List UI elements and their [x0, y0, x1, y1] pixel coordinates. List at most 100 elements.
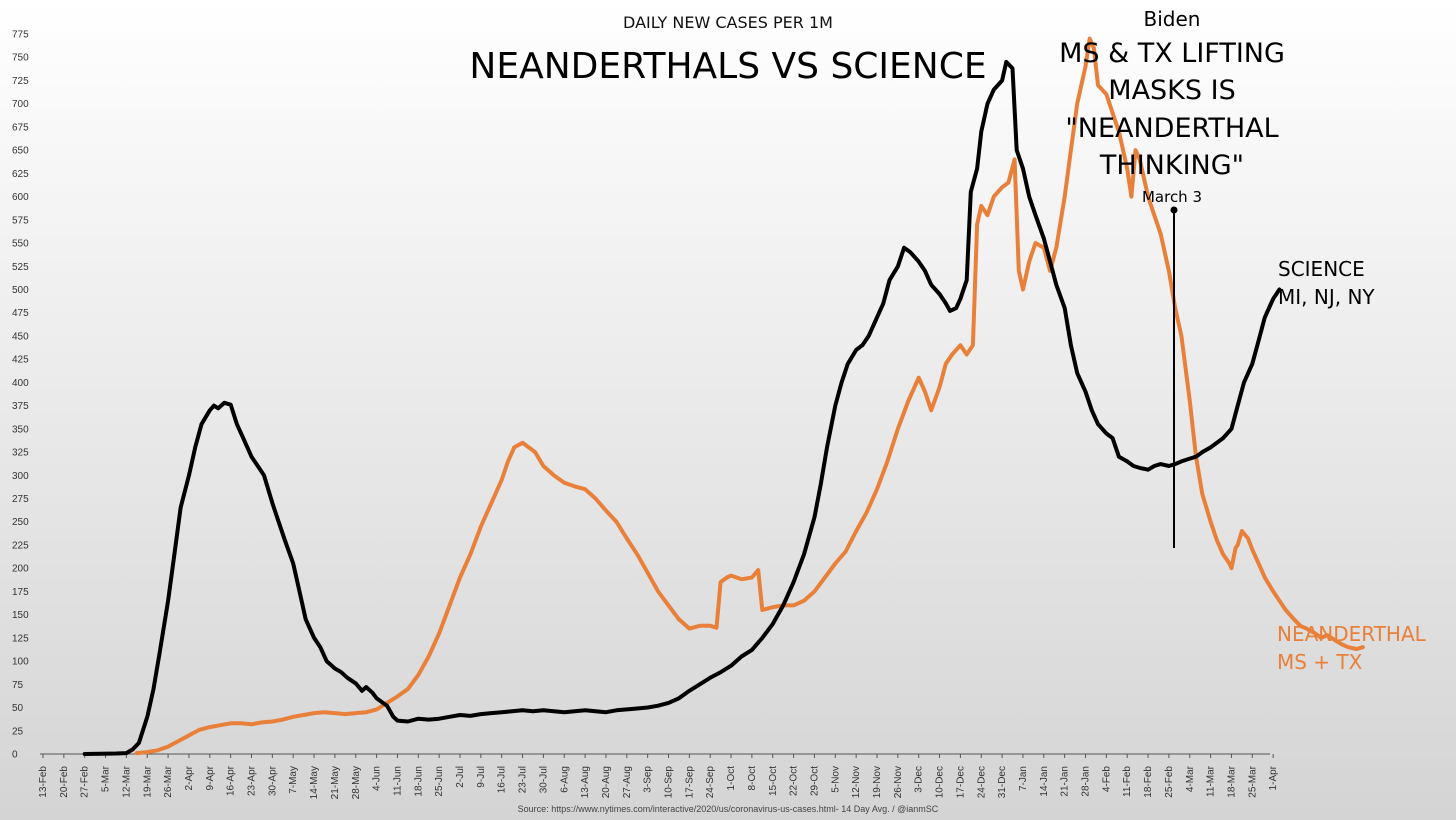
- x-tick-label: 24-Sep: [705, 766, 716, 799]
- x-tick-label: 13-Aug: [580, 766, 591, 798]
- biden-quote-line-4: THINKING": [1099, 150, 1244, 181]
- x-tick-label: 1-Oct: [726, 766, 737, 791]
- x-tick-label: 25-Feb: [1164, 766, 1175, 798]
- x-tick-label: 9-Jul: [476, 766, 487, 788]
- x-tick-label: 29-Oct: [809, 766, 820, 796]
- x-tick-label: 2-Jul: [455, 766, 466, 788]
- x-tick-label: 10-Sep: [664, 766, 675, 799]
- x-tick-label: 21-May: [330, 766, 341, 799]
- y-tick-label: 100: [12, 657, 29, 668]
- biden-label: Biden: [1144, 7, 1201, 31]
- x-tick-label: 26-Mar: [163, 765, 174, 797]
- y-tick-label: 225: [12, 540, 29, 551]
- x-tick-label: 22-Oct: [789, 766, 800, 796]
- biden-quote-line-2: MASKS IS: [1108, 75, 1235, 106]
- x-tick-label: 17-Dec: [955, 766, 966, 798]
- y-tick-label: 525: [12, 262, 29, 273]
- series-line-neanderthal: [134, 36, 1365, 756]
- x-tick-label: 14-May: [309, 766, 320, 799]
- x-tick-label: 18-Mar: [1226, 765, 1237, 797]
- y-tick-label: 575: [12, 215, 29, 226]
- y-tick-label: 300: [12, 471, 29, 482]
- x-tick-label: 25-Jun: [434, 766, 445, 797]
- x-tick-label: 4-Feb: [1101, 766, 1112, 793]
- y-tick-label: 125: [12, 633, 29, 644]
- x-axis-ticks: 13-Feb 20-Feb 27-Feb 5-Mar 12-Mar 19-Mar 26-Ma…: [38, 754, 1279, 799]
- y-tick-label: 200: [12, 564, 29, 575]
- x-tick-label: 27-Aug: [622, 766, 633, 798]
- series-line-science: [82, 59, 1282, 756]
- y-tick-label: 375: [12, 401, 29, 412]
- x-tick-label: 24-Dec: [976, 766, 987, 798]
- x-tick-label: 27-Feb: [80, 766, 91, 798]
- march3-marker-dot: [1170, 206, 1178, 214]
- y-tick-label: 25: [12, 726, 24, 737]
- x-tick-label: 26-Nov: [893, 766, 904, 798]
- x-tick-label: 15-Oct: [768, 766, 779, 796]
- x-tick-label: 11-Mar: [1206, 765, 1217, 797]
- x-tick-label: 6-Aug: [559, 766, 570, 793]
- march3-label: March 3: [1142, 188, 1202, 206]
- y-tick-label: 150: [12, 610, 29, 621]
- x-tick-label: 30-Apr: [267, 765, 278, 796]
- x-tick-label: 31-Dec: [997, 766, 1008, 798]
- x-tick-label: 12-Mar: [121, 765, 132, 797]
- x-tick-label: 17-Sep: [684, 766, 695, 799]
- x-tick-label: 19-Mar: [142, 765, 153, 797]
- y-tick-label: 275: [12, 494, 29, 505]
- y-tick-label: 600: [12, 192, 29, 203]
- y-tick-label: 500: [12, 285, 29, 296]
- neanderthal-label: NEANDERTHAL: [1277, 622, 1427, 646]
- x-tick-label: 19-Nov: [872, 766, 883, 798]
- x-tick-label: 30-Jul: [538, 766, 549, 793]
- y-tick-label: 350: [12, 424, 29, 435]
- x-tick-label: 5-Mar: [101, 765, 112, 792]
- x-tick-label: 1-Apr: [1268, 765, 1279, 790]
- x-tick-label: 11-Feb: [1122, 766, 1133, 797]
- y-tick-label: 650: [12, 146, 29, 157]
- y-tick-label: 750: [12, 53, 29, 64]
- y-tick-label: 675: [12, 122, 29, 133]
- x-tick-label: 20-Feb: [59, 766, 70, 798]
- x-tick-label: 12-Nov: [851, 766, 862, 798]
- y-tick-label: 775: [12, 30, 29, 41]
- x-tick-label: 28-May: [351, 766, 362, 799]
- x-tick-label: 14-Jan: [1039, 766, 1050, 797]
- y-tick-label: 700: [12, 99, 29, 110]
- x-tick-label: 16-Apr: [226, 765, 237, 796]
- series-layer: [82, 36, 1365, 756]
- chart-subtitle: DAILY NEW CASES PER 1M: [623, 13, 833, 32]
- x-tick-label: 10-Dec: [935, 766, 946, 798]
- biden-quote-line-3: "NEANDERTHAL: [1065, 113, 1278, 144]
- y-tick-label: 0: [12, 750, 18, 761]
- y-tick-label: 325: [12, 448, 29, 459]
- x-tick-label: 3-Sep: [643, 766, 654, 793]
- y-tick-label: 725: [12, 76, 29, 87]
- x-tick-label: 11-Jun: [392, 766, 403, 796]
- x-tick-label: 4-Jun: [372, 766, 383, 791]
- x-tick-label: 20-Aug: [601, 766, 612, 798]
- y-tick-label: 625: [12, 169, 29, 180]
- x-tick-label: 21-Jan: [1060, 766, 1071, 797]
- x-tick-label: 5-Nov: [830, 766, 841, 793]
- x-tick-label: 13-Feb: [38, 766, 49, 798]
- x-tick-label: 23-Apr: [247, 765, 258, 796]
- y-tick-label: 425: [12, 355, 29, 366]
- y-tick-label: 475: [12, 308, 29, 319]
- chart-title: NEANDERTHALS VS SCIENCE: [469, 46, 986, 87]
- x-tick-label: 4-Mar: [1185, 765, 1196, 792]
- y-tick-label: 450: [12, 331, 29, 342]
- y-tick-label: 50: [12, 703, 24, 714]
- y-axis-ticks: 0 25 50 75 100 125 150 175 200 225 250 275 300 325 350…: [12, 30, 29, 761]
- x-tick-label: 25-Mar: [1247, 765, 1258, 797]
- x-tick-label: 7-Jan: [1018, 766, 1029, 791]
- x-tick-label: 7-May: [288, 766, 299, 794]
- y-tick-label: 75: [12, 680, 24, 691]
- x-tick-label: 18-Feb: [1143, 766, 1154, 798]
- x-tick-label: 3-Dec: [914, 766, 925, 793]
- biden-quote-line-1: MS & TX LIFTING: [1059, 38, 1285, 69]
- y-tick-label: 400: [12, 378, 29, 389]
